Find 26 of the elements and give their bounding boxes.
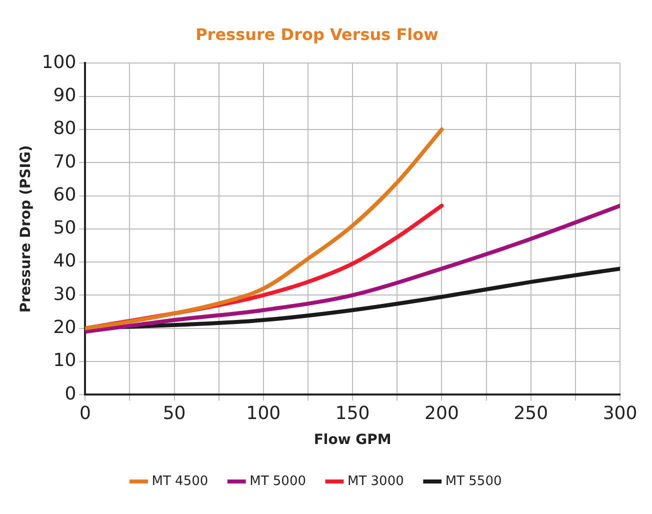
x-tick-label: 50	[162, 403, 186, 424]
y-tick-label: 100	[42, 52, 76, 73]
y-tick-label: 0	[64, 383, 76, 404]
y-tick-label: 50	[53, 218, 76, 239]
y-tick-label: 80	[53, 118, 76, 140]
x-tick-label: 150	[335, 403, 370, 424]
chart-title: Pressure Drop Versus Flow	[196, 24, 439, 44]
x-tick-label: 0	[79, 403, 91, 424]
legend-label: MT 3000	[348, 474, 404, 489]
legend-label: MT 5500	[445, 474, 502, 489]
line-series	[85, 127, 444, 330]
x-tick-label: 300	[602, 403, 638, 424]
y-tick-label: 90	[53, 85, 76, 106]
y-tick-label: 60	[53, 184, 76, 206]
legend-label: MT 5000	[250, 474, 306, 489]
y-tick-label: 70	[53, 151, 76, 172]
x-tick-label: 250	[514, 403, 548, 424]
x-axis-title: Flow GPM	[314, 432, 392, 448]
y-tick-label: 10	[53, 350, 76, 372]
x-tick-label: 200	[424, 403, 459, 424]
legend-label: MT 4500	[152, 474, 208, 489]
y-axis-title: Pressure Drop (PSIG)	[18, 145, 34, 313]
x-tick-label: 100	[246, 403, 281, 424]
y-tick-label: 40	[53, 250, 76, 272]
y-tick-label: 20	[53, 316, 76, 338]
y-tick-label: 30	[53, 284, 76, 305]
